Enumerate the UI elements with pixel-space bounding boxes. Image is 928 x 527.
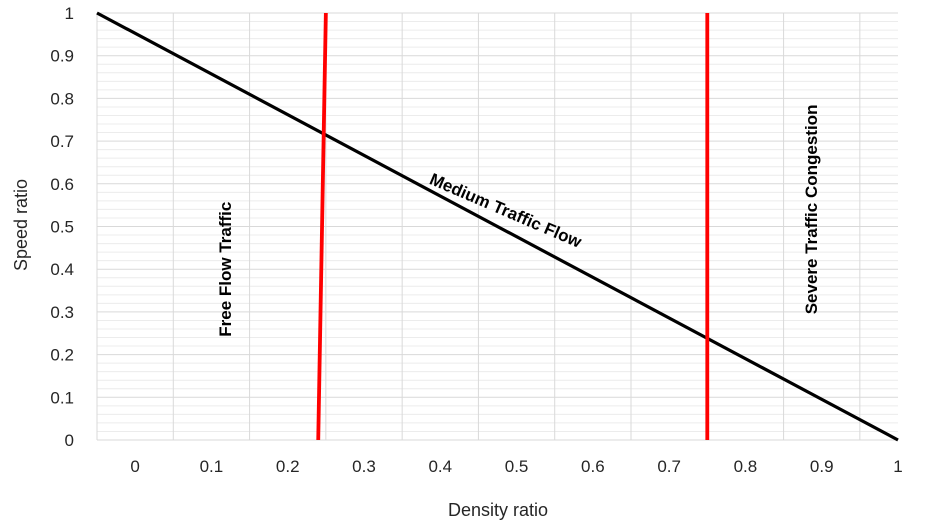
x-tick-label: 0.7 [657,457,681,476]
x-tick-label: 0.5 [505,457,529,476]
y-tick-label: 1 [65,4,74,23]
x-axis-label: Density ratio [448,500,548,520]
grid [96,12,898,441]
x-tick-label: 0.2 [276,457,300,476]
y-tick-label: 0.1 [50,388,74,407]
y-tick-label: 0.3 [50,303,74,322]
x-tick-label: 0.6 [581,457,605,476]
y-tick-label: 0.4 [50,260,74,279]
annotations: Free Flow Traffic Medium Traffic Flow Seve… [216,105,821,337]
annotation-label: Free Flow Traffic [216,202,235,337]
annotation-label: Medium Traffic Flow [427,170,585,252]
y-tick-label: 0.7 [50,132,74,151]
x-tick-label: 0.8 [734,457,758,476]
x-tick-label: 0.4 [428,457,452,476]
series-layer [96,11,899,442]
y-tick-label: 0.5 [50,218,74,237]
x-tick-label: 1 [893,457,902,476]
x-tick-label: 0.3 [352,457,376,476]
threshold-line [316,12,328,441]
tick-labels: 0 0.1 0.2 0.3 0.4 0.5 0.6 0.7 0.8 0.9 1 0 0.1 0.2 0.3 0… [50,4,902,476]
y-tick-label: 0.9 [50,47,74,66]
y-tick-label: 0 [65,431,74,450]
x-tick-label: 0.9 [810,457,834,476]
x-tick-label: 0.1 [200,457,224,476]
annotation-label: Severe Traffic Congestion [802,105,821,315]
y-axis-label: Speed ratio [11,179,31,271]
x-tick-label: 0 [130,457,139,476]
y-tick-label: 0.8 [50,89,74,108]
y-tick-label: 0.6 [50,175,74,194]
y-tick-label: 0.2 [50,346,74,365]
speed-density-line [96,11,899,442]
